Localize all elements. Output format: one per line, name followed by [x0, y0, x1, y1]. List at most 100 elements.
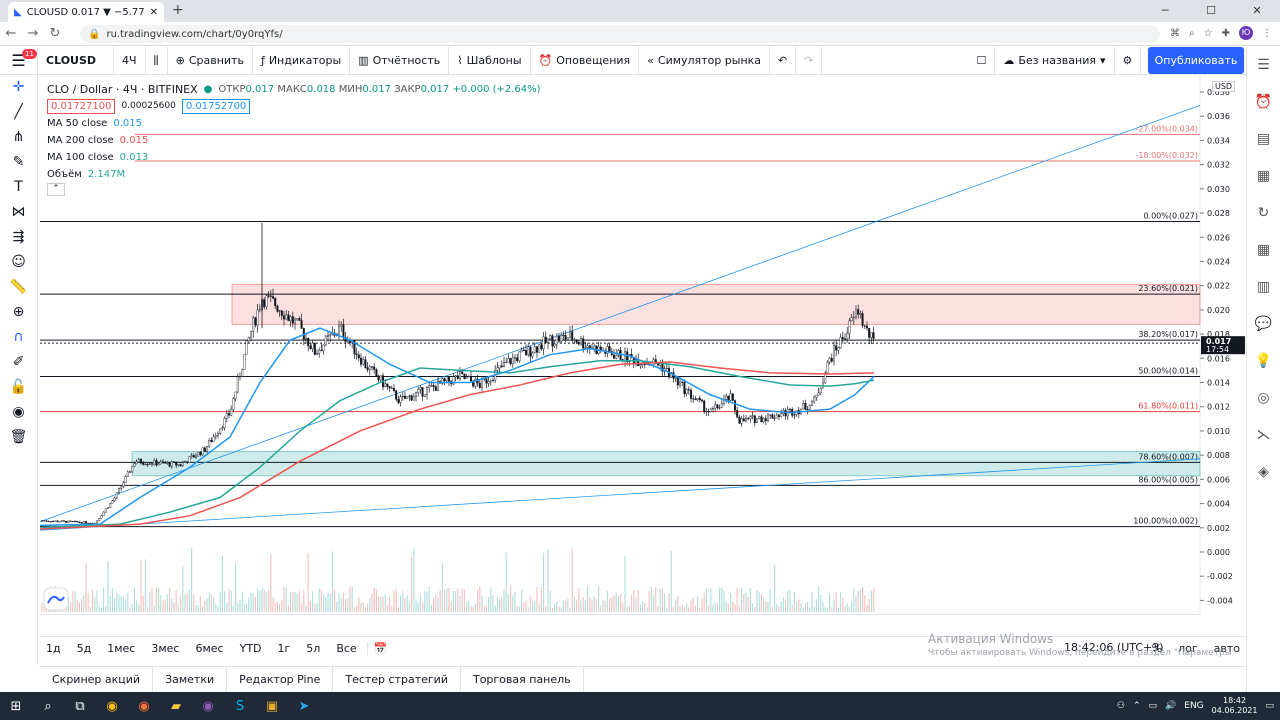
eye-icon[interactable]: ◉ — [12, 404, 25, 420]
range-5d[interactable]: 5д — [76, 642, 92, 655]
prediction-icon[interactable]: ⇶ — [12, 229, 25, 245]
firefox-icon[interactable]: ◉ — [138, 698, 150, 714]
network-icon[interactable]: ▭ — [1148, 701, 1158, 711]
telegram-icon[interactable]: ➤ — [298, 698, 310, 714]
emoji-icon[interactable]: ☺ — [11, 254, 26, 270]
panel-pine-editor[interactable]: Редактор Pine — [227, 666, 334, 693]
tray-chevron-icon[interactable]: ⌃ — [1132, 701, 1141, 711]
reload-button[interactable]: ↻ — [49, 26, 61, 41]
chart-clock[interactable]: 18:42:06 (UTC+3) — [1064, 641, 1164, 654]
notifications-icon[interactable]: ▭ — [1265, 701, 1274, 711]
pattern-icon[interactable]: ⋈ — [11, 204, 26, 220]
help-icon[interactable]: ⋋ — [1256, 427, 1271, 443]
skype-icon[interactable]: S — [235, 698, 245, 714]
news-icon[interactable]: ▥ — [1256, 279, 1271, 295]
zoom-icon[interactable]: ⌕ — [1189, 27, 1195, 39]
panel-screener[interactable]: Скринер акций — [40, 666, 154, 693]
main-menu-button[interactable]: ☰ 11 — [0, 46, 38, 75]
maximize-button[interactable]: ☐ — [1206, 4, 1216, 17]
back-button[interactable]: ← — [5, 26, 17, 41]
range-5y[interactable]: 5л — [306, 642, 321, 655]
crosshair-icon[interactable]: ✛ — [12, 79, 25, 95]
brush-icon[interactable]: ✎ — [12, 154, 25, 170]
extensions-icon[interactable]: ✚ — [1221, 27, 1230, 39]
browser-tab[interactable]: ◣ CLOUSD 0.017 ▼ −5.77% Без на ✕ — [8, 2, 164, 22]
publish-button[interactable]: Опубликовать — [1148, 47, 1244, 74]
trend-line-icon[interactable]: ╱ — [14, 104, 23, 120]
layout-name-button[interactable]: ☁ Без названия ▾ — [995, 46, 1115, 75]
browser-menu-icon[interactable]: ⋮ — [1262, 27, 1272, 39]
data-window-icon[interactable]: ▤ — [1256, 131, 1271, 147]
goto-date-icon[interactable]: 📅 — [366, 642, 394, 655]
translate-icon[interactable]: ⌘ — [1170, 27, 1181, 39]
lock-icon[interactable]: 🔓 — [9, 379, 28, 395]
chat-icon[interactable]: 💬 — [1254, 316, 1273, 332]
ideas-icon[interactable]: 💡 — [1254, 353, 1273, 369]
undo-button[interactable]: ↶ — [770, 46, 797, 75]
ma100-legend[interactable]: MA 100 close 0.013 — [47, 149, 541, 166]
redo-button[interactable]: ↷ — [796, 46, 823, 75]
star-icon[interactable]: ☆ — [1203, 27, 1213, 39]
viber-icon[interactable]: ◉ — [202, 698, 214, 714]
calendar-icon[interactable]: ↻ — [1257, 205, 1270, 221]
chart-canvas[interactable]: -27.00%(0.034) -18.00%(0.032) 0.00%(0.027)… — [40, 75, 1246, 615]
range-1y[interactable]: 1г — [277, 642, 291, 655]
alarm-clock-icon[interactable]: ⏰ — [1254, 94, 1273, 110]
indicators-button[interactable]: ƒ Индикаторы — [253, 46, 351, 75]
volume-icon[interactable]: 🔊 — [1165, 701, 1177, 711]
watchlist-icon[interactable]: ☰ — [1257, 57, 1270, 73]
collapse-legend-button[interactable]: ⌃ — [47, 183, 65, 196]
currency-label[interactable]: USD — [1212, 81, 1236, 92]
alerts-button[interactable]: ⏰ Оповещения — [531, 46, 640, 75]
volume-legend[interactable]: Объём 2.147M — [47, 166, 541, 183]
symbol-search[interactable]: CLOUSD — [38, 46, 114, 75]
percent-toggle[interactable]: % — [1151, 642, 1163, 655]
range-6m[interactable]: 6мес — [195, 642, 224, 655]
auto-toggle[interactable]: авто — [1213, 642, 1240, 655]
text-icon[interactable]: T — [14, 179, 23, 195]
task-view-icon[interactable]: ⧉ — [75, 698, 85, 714]
streams-icon[interactable]: ◎ — [1257, 390, 1270, 406]
range-3m[interactable]: 3мес — [151, 642, 180, 655]
url-field[interactable]: 🔒 ru.tradingview.com/chart/0y0rqYfs/ — [80, 25, 1160, 43]
buy-price-button[interactable]: 0.01752700 — [181, 99, 251, 114]
log-toggle[interactable]: лог — [1178, 642, 1198, 655]
windows-start-icon[interactable]: ⊞ — [10, 698, 22, 714]
new-tab-button[interactable]: + — [172, 2, 184, 18]
panel-notes[interactable]: Заметки — [153, 666, 228, 693]
replay-button[interactable]: «Симулятор рынка — [639, 46, 771, 75]
explorer-icon[interactable]: ▰ — [171, 698, 181, 714]
range-1d[interactable]: 1д — [46, 642, 61, 655]
profile-avatar[interactable]: Ю — [1239, 26, 1253, 40]
forward-button[interactable]: → — [27, 26, 39, 41]
ruler-icon[interactable]: 📏 — [9, 279, 28, 295]
ma200-legend[interactable]: MA 200 close 0.015 — [47, 132, 541, 149]
range-ytd[interactable]: YTD — [239, 642, 262, 655]
pitchfork-icon[interactable]: ⋔ — [12, 129, 25, 145]
search-icon[interactable]: ⌕ — [44, 698, 52, 714]
range-1m[interactable]: 1мес — [107, 642, 136, 655]
layers-icon[interactable]: ◈ — [1258, 464, 1269, 480]
trash-icon[interactable]: 🗑 — [9, 429, 28, 445]
keyboard-language[interactable]: ENG — [1184, 701, 1204, 711]
taskbar-clock[interactable]: 18:42 04.06.2021 — [1212, 696, 1258, 716]
panel-trading[interactable]: Торговая панель — [461, 666, 584, 693]
range-all[interactable]: Все — [336, 642, 357, 655]
people-icon[interactable]: ⚇ — [1116, 701, 1125, 711]
compare-button[interactable]: ⊕ Сравнить — [168, 46, 253, 75]
templates-button[interactable]: ⌇ Шаблоны — [449, 46, 531, 75]
interval-button[interactable]: 4Ч — [114, 46, 146, 75]
price-chart[interactable]: -27.00%(0.034) -18.00%(0.032) 0.00%(0.027)… — [40, 75, 1246, 615]
calendar-grid-icon[interactable]: ▦ — [1256, 242, 1271, 258]
minimize-button[interactable]: ─ — [1161, 4, 1169, 17]
settings-button[interactable]: ⚙ — [1115, 46, 1142, 75]
sell-price-button[interactable]: 0.01727100 — [47, 99, 116, 114]
panel-strategy-tester[interactable]: Тестер стратегий — [333, 666, 461, 693]
zoom-in-icon[interactable]: ⊕ — [12, 304, 25, 320]
magnet-icon[interactable]: ∩ — [13, 329, 24, 345]
image-viewer-icon[interactable]: ▣ — [265, 698, 279, 714]
tab-close-icon[interactable]: ✕ — [149, 6, 158, 18]
chrome-icon[interactable]: ◉ — [106, 698, 118, 714]
financials-button[interactable]: ▥ Отчётность — [350, 46, 450, 75]
lock-drawing-icon[interactable]: ✐ — [12, 354, 25, 370]
